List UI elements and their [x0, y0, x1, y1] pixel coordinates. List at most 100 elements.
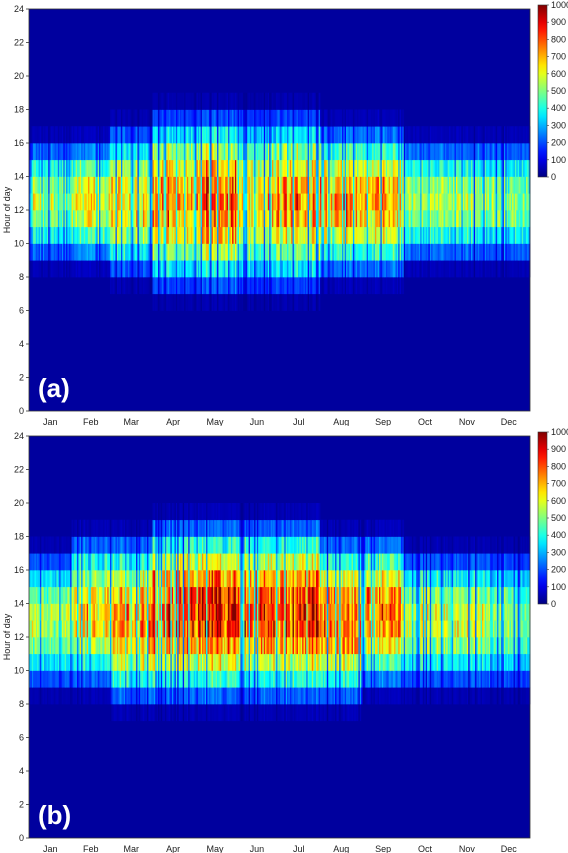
heatmap-cell: [339, 159, 341, 177]
heatmap-cell: [442, 193, 444, 211]
heatmap-cell: [256, 277, 259, 295]
heatmap-cell: [251, 159, 254, 177]
heatmap-cell: [302, 193, 304, 211]
heatmap-panel-a: 0 2 4 6 8 10 12 14 16 18 20 22 24 Hour of day Jan Feb Ma…: [0, 0, 568, 426]
heatmap-cell: [136, 260, 138, 278]
heatmap-cell: [56, 670, 59, 688]
heatmap-cell: [249, 243, 252, 261]
heatmap-cell: [446, 159, 448, 177]
heatmap-cell: [363, 193, 366, 211]
heatmap-cell: [420, 260, 422, 278]
heatmap-cell: [120, 109, 123, 127]
heatmap-cell: [34, 637, 37, 655]
heatmap-cell: [366, 243, 369, 261]
heatmap-cell: [206, 293, 208, 311]
heatmap-cell: [170, 243, 173, 261]
heatmap-cell: [44, 653, 46, 671]
heatmap-cell: [29, 536, 31, 554]
heatmap-cell: [254, 193, 256, 211]
heatmap-cell: [44, 586, 46, 604]
heatmap-cell: [195, 277, 197, 295]
heatmap-cell: [466, 210, 469, 228]
heatmap-cell: [203, 260, 206, 278]
heatmap-cell: [64, 687, 67, 705]
heatmap-cell: [469, 226, 472, 244]
heatmap-cell: [114, 687, 116, 705]
heatmap-cell: [383, 126, 385, 144]
heatmap-cell: [64, 570, 67, 588]
heatmap-cell: [155, 159, 157, 177]
heatmap-cell: [119, 159, 122, 177]
heatmap-cell: [156, 277, 159, 295]
heatmap-cell: [256, 92, 259, 110]
heatmap-cell: [134, 210, 137, 228]
heatmap-cell: [55, 653, 57, 671]
heatmap-cell: [427, 176, 429, 194]
heatmap-cell: [254, 226, 256, 244]
heatmap-cell: [410, 243, 413, 261]
heatmap-cell: [243, 293, 245, 311]
heatmap-cell: [118, 277, 120, 295]
heatmap-cell: [469, 143, 472, 161]
heatmap-cell: [193, 243, 196, 261]
heatmap-cell: [149, 126, 152, 144]
heatmap-cell: [171, 143, 174, 161]
heatmap-cell: [116, 637, 119, 655]
heatmap-cell: [103, 603, 105, 621]
heatmap-cell: [130, 704, 133, 722]
heatmap-cell: [354, 126, 357, 144]
heatmap-cell: [83, 687, 86, 705]
heatmap-cell: [90, 519, 93, 537]
heatmap-cell: [396, 126, 399, 144]
heatmap-cell: [519, 260, 521, 278]
heatmap-cell: [267, 210, 270, 228]
heatmap-cell: [35, 637, 38, 655]
heatmap-cell: [517, 193, 520, 211]
heatmap-cell: [212, 210, 215, 228]
heatmap-cell: [129, 570, 131, 588]
heatmap-cell: [372, 109, 374, 127]
heatmap-cell: [127, 243, 130, 261]
heatmap-cell: [288, 126, 291, 144]
heatmap-cell: [152, 143, 155, 161]
heatmap-cell: [114, 603, 116, 621]
heatmap-cell: [285, 243, 288, 261]
heatmap-cell: [137, 159, 140, 177]
heatmap-cell: [196, 210, 199, 228]
heatmap-cell: [48, 570, 50, 588]
heatmap-cell: [280, 226, 282, 244]
heatmap-cell: [134, 159, 137, 177]
heatmap-cell: [388, 109, 391, 127]
heatmap-cell: [468, 243, 470, 261]
heatmap-cell: [31, 159, 34, 177]
heatmap-cell: [67, 603, 70, 621]
heatmap-cell: [34, 193, 37, 211]
heatmap-cell: [355, 143, 358, 161]
heatmap-cell: [449, 126, 451, 144]
heatmap-cell: [239, 126, 241, 144]
heatmap-cell: [147, 519, 149, 537]
heatmap-cell: [131, 109, 134, 127]
y-tick-label: 4: [19, 339, 24, 349]
heatmap-cell: [248, 210, 251, 228]
heatmap-cell: [370, 243, 373, 261]
heatmap-cell: [263, 193, 266, 211]
heatmap-cell: [469, 260, 472, 278]
heatmap-cell: [68, 226, 71, 244]
heatmap-cell: [169, 176, 171, 194]
heatmap-cell: [70, 620, 72, 638]
heatmap-cell: [519, 243, 521, 261]
heatmap-cell: [60, 226, 63, 244]
heatmap-cell: [107, 670, 109, 688]
heatmap-cell: [226, 126, 229, 144]
heatmap-cell: [520, 193, 523, 211]
heatmap-cell: [517, 210, 520, 228]
heatmap-cell: [223, 293, 226, 311]
heatmap-cell: [148, 603, 151, 621]
heatmap-cell: [358, 210, 361, 228]
heatmap-cell: [326, 193, 329, 211]
heatmap-cell: [123, 670, 126, 688]
heatmap-cell: [207, 109, 210, 127]
heatmap-cell: [71, 260, 74, 278]
heatmap-cell: [282, 92, 285, 110]
